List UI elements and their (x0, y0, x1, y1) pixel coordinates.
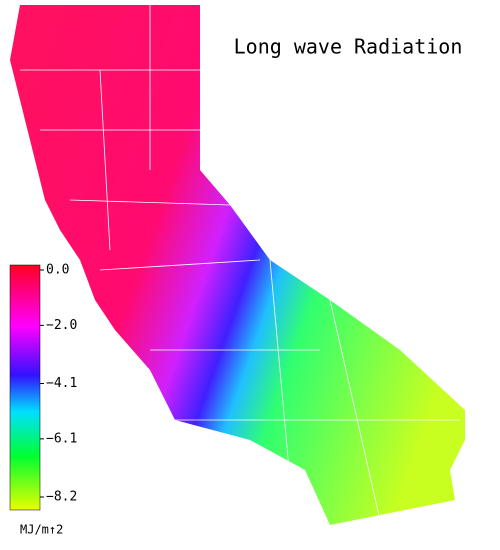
colorbar-tick-label: 0.0 (46, 263, 69, 278)
colorbar-ticks: 0.0 −2.0 −4.1 −6.1 −8.2 (40, 263, 77, 505)
map-title: Long wave Radiation (234, 35, 463, 59)
colorbar (9, 264, 41, 511)
california-map (10, 5, 465, 525)
county-lines (20, 5, 460, 521)
colorbar-tick-label: −4.1 (46, 376, 77, 391)
colorbar-tick-label: −8.2 (46, 490, 77, 505)
colorbar-unit: MJ/m↑2 (20, 523, 63, 537)
colorbar-tick-label: −6.1 (46, 431, 77, 446)
colorbar-tick-label: −2.0 (46, 318, 77, 333)
